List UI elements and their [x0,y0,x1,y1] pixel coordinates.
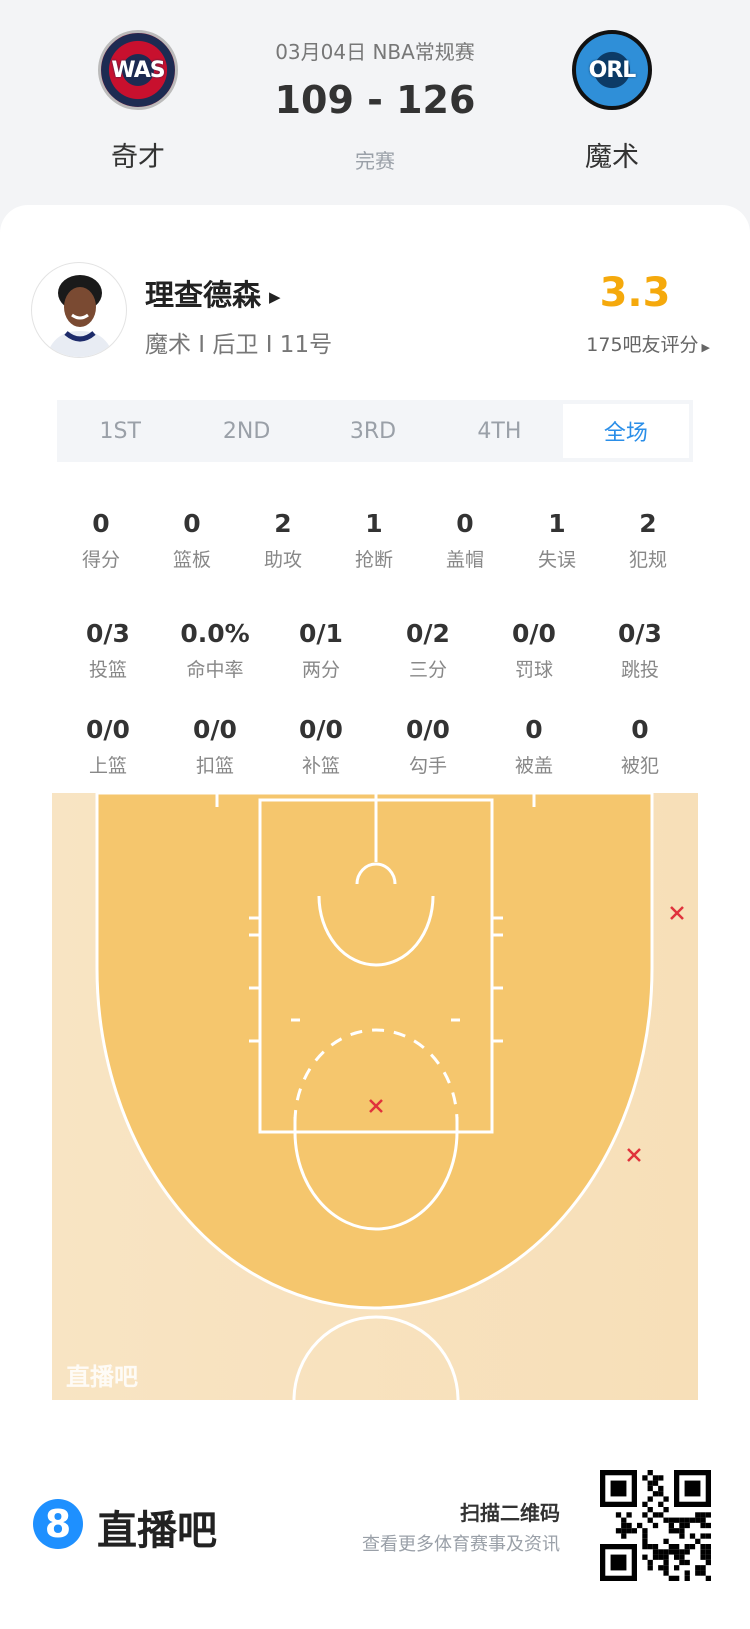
scan-qr-title: 扫描二维码 [460,1501,560,1525]
stat-label: 助攻 [263,549,302,571]
stat-item: 0/1 两分 [276,619,366,682]
shot-miss-marker [670,906,684,920]
stat-item: 0/3 投篮 [63,619,153,682]
tab-1st[interactable]: 1ST [99,418,141,444]
play-arrow-icon: ▶ [269,288,281,306]
shot-miss-marker [627,1148,641,1162]
stat-value: 0/0 [512,619,556,648]
stat-item: 0 篮板 [147,509,237,572]
stat-label: 被犯 [620,755,659,777]
stat-value: 2 [639,509,657,538]
stat-value: 0/2 [406,619,450,648]
stat-value: 0/0 [406,715,450,744]
brand-logo: 8 [33,1499,83,1549]
qr-code[interactable] [600,1470,711,1581]
stat-label: 两分 [301,659,340,681]
stat-item: 0 被盖 [489,715,579,778]
tab-full-game[interactable]: 全场 [562,404,690,458]
stat-value: 0.0% [180,619,250,648]
stat-label: 篮板 [172,549,211,571]
free-throw-circle-bottom [293,1117,459,1231]
tab-2nd[interactable]: 2ND [222,418,271,444]
stat-item: 0 盖帽 [420,509,510,572]
shot-chart: 直播吧 [52,793,698,1400]
stat-item: 0/0 上篮 [63,715,153,778]
stat-item: 2 助攻 [238,509,328,572]
stat-label: 犯规 [628,549,667,571]
stat-value: 0/0 [193,715,237,744]
stat-value: 0/3 [618,619,662,648]
stat-item: 0.0% 命中率 [170,619,260,682]
player-avatar[interactable] [31,262,127,358]
player-info: 魔术 I 后卫 I 11号 [145,332,333,358]
rating-count-link[interactable]: 175吧友评分 ▶ [586,334,710,356]
stat-item: 0/2 三分 [383,619,473,682]
stat-label: 失误 [537,549,576,571]
hoop [355,862,397,885]
stat-value: 0/0 [299,715,343,744]
stat-item: 1 抢断 [329,509,419,572]
stat-item: 0/0 扣篮 [170,715,260,778]
stat-label: 抢断 [354,549,393,571]
free-throw-circle-top [293,1028,459,1123]
match-date-league: 03月04日 NBA常规赛 [275,40,475,64]
three-point-line [95,793,654,1310]
period-tabs: 1ST 2ND 3RD 4TH 全场 [57,400,693,462]
stat-label: 上篮 [88,755,127,777]
stat-value: 1 [548,509,566,538]
brand-name: 直播吧 [97,1508,217,1554]
player-rating: 3.3 [599,270,671,316]
court-svg: 直播吧 [52,793,698,1400]
stat-item: 0 被犯 [595,715,685,778]
stat-label: 罚球 [514,659,553,681]
stat-label: 投篮 [88,659,127,681]
away-team-name: 魔术 [585,142,639,173]
stat-value: 0/0 [86,715,130,744]
home-team-name: 奇才 [111,142,165,173]
stat-item: 0/3 跳投 [595,619,685,682]
stat-item: 0/0 勾手 [383,715,473,778]
stat-label: 三分 [408,659,447,681]
stat-value: 0 [525,715,543,744]
scan-qr-subtitle: 查看更多体育赛事及资讯 [362,1534,560,1555]
stat-item: 0/0 罚球 [489,619,579,682]
shot-miss-marker [369,1099,383,1113]
restricted-area [317,895,435,967]
stat-value: 1 [365,509,383,538]
stat-value: 0 [631,715,649,744]
tab-4th[interactable]: 4TH [477,418,522,444]
stat-value: 0/1 [299,619,343,648]
match-score: 109 - 126 [274,78,476,122]
match-status: 完赛 [355,149,395,173]
stat-label: 命中率 [186,659,244,681]
watermark: 直播吧 [66,1363,138,1391]
center-circle [292,1315,460,1400]
stat-label: 得分 [81,549,120,571]
stat-value: 2 [274,509,292,538]
stat-value: 0 [456,509,474,538]
stat-label: 盖帽 [445,549,484,571]
stat-label: 补篮 [301,755,340,777]
stat-value: 0 [183,509,201,538]
player-name[interactable]: 理查德森 ▶ [145,278,281,312]
stat-label: 被盖 [514,755,553,777]
stat-item: 1 失误 [512,509,602,572]
tab-3rd[interactable]: 3RD [349,418,397,444]
stat-value: 0 [92,509,110,538]
home-team-logo: WAS [98,30,178,110]
stat-label: 跳投 [620,659,659,681]
arrow-right-icon: ▶ [701,341,710,354]
stat-label: 扣篮 [195,755,234,777]
away-team-logo: ORL [572,30,652,110]
stat-value: 0/3 [86,619,130,648]
stat-item: 0 得分 [56,509,146,572]
stat-item: 2 犯规 [603,509,693,572]
stat-label: 勾手 [408,755,447,777]
stat-item: 0/0 补篮 [276,715,366,778]
